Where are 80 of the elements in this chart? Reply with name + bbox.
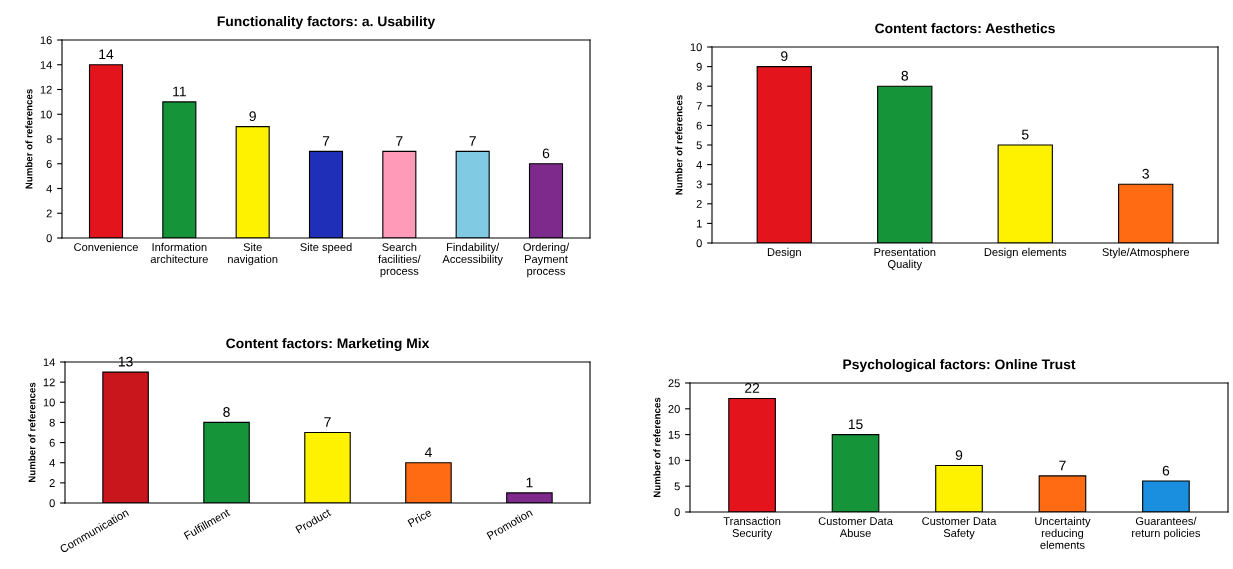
data-label: 6 bbox=[542, 148, 550, 159]
y-tick-label: 10 bbox=[668, 456, 680, 465]
data-label: 7 bbox=[324, 417, 331, 427]
x-tick-label: Search facilities/ process bbox=[378, 242, 421, 278]
x-tick-label: Design bbox=[767, 247, 801, 259]
y-tick-label: 10 bbox=[690, 43, 702, 52]
x-tick-label: Customer Data Abuse bbox=[818, 517, 893, 537]
y-axis-title: Number of references bbox=[675, 95, 683, 195]
y-tick-label: 7 bbox=[696, 102, 702, 110]
x-tick-label: Site navigation bbox=[228, 242, 278, 266]
x-tick-label: Transaction Security bbox=[723, 516, 781, 540]
data-label: 9 bbox=[781, 51, 788, 62]
y-axis-title: Number of references bbox=[653, 397, 661, 498]
y-tick-label: 1 bbox=[696, 219, 702, 228]
y-tick-label: 20 bbox=[668, 405, 680, 413]
data-label: 22 bbox=[745, 383, 760, 393]
chart-title: Psychological factors: Online Trust bbox=[843, 359, 1076, 373]
data-label: 5 bbox=[1021, 129, 1029, 140]
y-tick-label: 8 bbox=[46, 135, 52, 144]
y-tick-label: 0 bbox=[46, 234, 52, 243]
y-tick-label: 4 bbox=[49, 459, 55, 467]
x-tick-label: Style/Atmosphere bbox=[1102, 247, 1190, 259]
x-tick-label: Site speed bbox=[300, 242, 352, 254]
y-tick-label: 9 bbox=[696, 62, 702, 71]
y-tick-label: 12 bbox=[43, 378, 55, 387]
data-label: 9 bbox=[955, 450, 963, 461]
y-tick-label: 14 bbox=[40, 61, 52, 69]
y-tick-label: 10 bbox=[43, 398, 55, 407]
y-tick-label: 16 bbox=[40, 36, 52, 45]
y-tick-label: 2 bbox=[696, 200, 702, 208]
y-tick-label: 5 bbox=[696, 141, 702, 150]
x-tick-label: Information architecture bbox=[150, 242, 208, 263]
data-label: 13 bbox=[118, 356, 133, 367]
y-tick-label: 15 bbox=[668, 430, 680, 439]
y-tick-label: 8 bbox=[696, 82, 702, 91]
y-tick-label: 4 bbox=[696, 160, 702, 169]
x-tick-label: Design elements bbox=[984, 247, 1067, 259]
x-tick-label: Presentation Quality bbox=[874, 247, 936, 271]
y-tick-label: 14 bbox=[43, 358, 55, 367]
data-label: 1 bbox=[526, 477, 533, 488]
x-tick-label: Price bbox=[407, 508, 433, 528]
x-tick-label: Ordering/ Payment process bbox=[523, 242, 570, 278]
data-label: 15 bbox=[848, 419, 863, 430]
chart-title: Functionality factors: a. Usability bbox=[217, 16, 436, 29]
y-tick-label: 4 bbox=[46, 184, 52, 193]
y-tick-label: 0 bbox=[696, 239, 702, 248]
data-label: 7 bbox=[396, 136, 403, 146]
data-label: 8 bbox=[223, 407, 230, 417]
y-tick-label: 0 bbox=[674, 508, 680, 517]
y-tick-label: 2 bbox=[49, 479, 55, 487]
data-label: 7 bbox=[322, 136, 330, 146]
y-tick-label: 10 bbox=[40, 110, 52, 119]
data-label: 11 bbox=[173, 86, 186, 97]
x-tick-label: Customer Data Safety bbox=[922, 517, 997, 540]
y-axis-title: Number of references bbox=[25, 89, 33, 189]
data-label: 14 bbox=[99, 49, 114, 60]
y-tick-label: 25 bbox=[668, 379, 680, 388]
x-tick-label: Convenience bbox=[74, 242, 138, 252]
y-tick-label: 3 bbox=[696, 180, 702, 189]
chart-title: Content factors: Aesthetics bbox=[875, 23, 1055, 34]
y-tick-label: 6 bbox=[696, 121, 702, 130]
y-tick-label: 0 bbox=[49, 499, 55, 508]
y-tick-label: 12 bbox=[40, 85, 52, 94]
x-tick-label: Uncertainty reducing elements bbox=[1035, 516, 1091, 549]
data-label: 4 bbox=[424, 447, 432, 458]
y-tick-label: 2 bbox=[46, 209, 52, 218]
data-label: 8 bbox=[901, 70, 909, 81]
y-tick-label: 5 bbox=[674, 482, 680, 491]
y-tick-label: 6 bbox=[49, 438, 55, 447]
data-label: 9 bbox=[249, 111, 256, 122]
chart-title: Content factors: Marketing Mix bbox=[226, 338, 430, 352]
y-tick-label: 6 bbox=[46, 160, 52, 168]
y-tick-label: 8 bbox=[49, 418, 55, 427]
data-label: 7 bbox=[1059, 460, 1066, 471]
data-label: 7 bbox=[469, 136, 476, 146]
x-tick-label: Guarantees/ return policies bbox=[1132, 516, 1201, 540]
data-label: 3 bbox=[1142, 168, 1149, 179]
y-axis-title: Number of references bbox=[28, 382, 36, 483]
data-label: 6 bbox=[1162, 465, 1170, 476]
x-tick-label: Findability/ Accessibility bbox=[442, 242, 503, 266]
